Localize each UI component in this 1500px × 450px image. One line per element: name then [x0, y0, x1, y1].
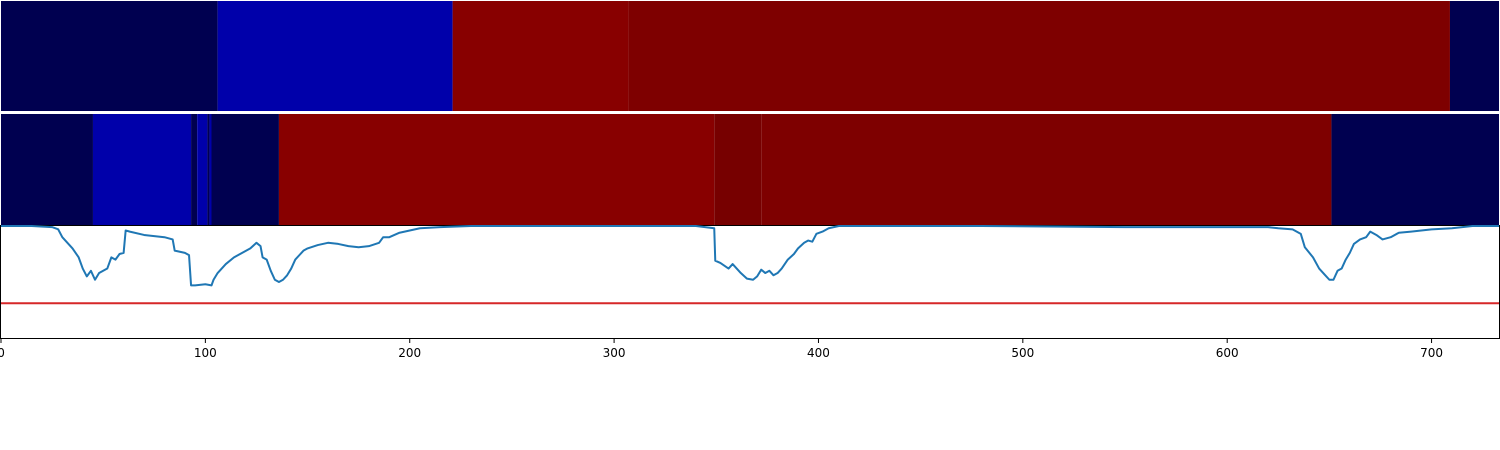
x-tick-label: 100 [194, 346, 217, 360]
x-tick-label: 500 [1011, 346, 1034, 360]
heatmap-cell [761, 114, 1332, 225]
heatmap-cell [452, 1, 629, 111]
x-tick-label: 400 [807, 346, 830, 360]
x-tick-label: 700 [1420, 346, 1443, 360]
x-axis: 0 100 200 300 400 500 600 700 [0, 338, 1443, 360]
x-tick-label: 600 [1216, 346, 1239, 360]
line-panel [0, 225, 1500, 339]
heatmap-track-1 [1, 1, 1499, 111]
line-panel-frame [0, 225, 1500, 339]
heatmap-cell [278, 114, 715, 225]
heatmap-cell [197, 114, 208, 225]
x-tick-label: 200 [398, 346, 421, 360]
heatmap-cell [1449, 1, 1499, 111]
heatmap-cell [217, 1, 453, 111]
x-tick-label: 0 [0, 346, 5, 360]
heatmap-tracks [1, 1, 1499, 225]
heatmap-cell [191, 114, 198, 225]
heatmap-track-2 [1, 114, 1499, 225]
heatmap-cell [207, 114, 210, 225]
heatmap-cell [209, 114, 212, 225]
heatmap-cell [211, 114, 279, 225]
heatmap-cell [1331, 114, 1499, 225]
heatmap-cell [92, 114, 192, 225]
heatmap-cell [1, 114, 93, 225]
heatmap-cell [628, 1, 1450, 111]
heatmap-cell [714, 114, 762, 225]
series-line [1, 225, 1499, 287]
heatmap-cell [1, 1, 218, 111]
x-tick-label: 300 [603, 346, 626, 360]
